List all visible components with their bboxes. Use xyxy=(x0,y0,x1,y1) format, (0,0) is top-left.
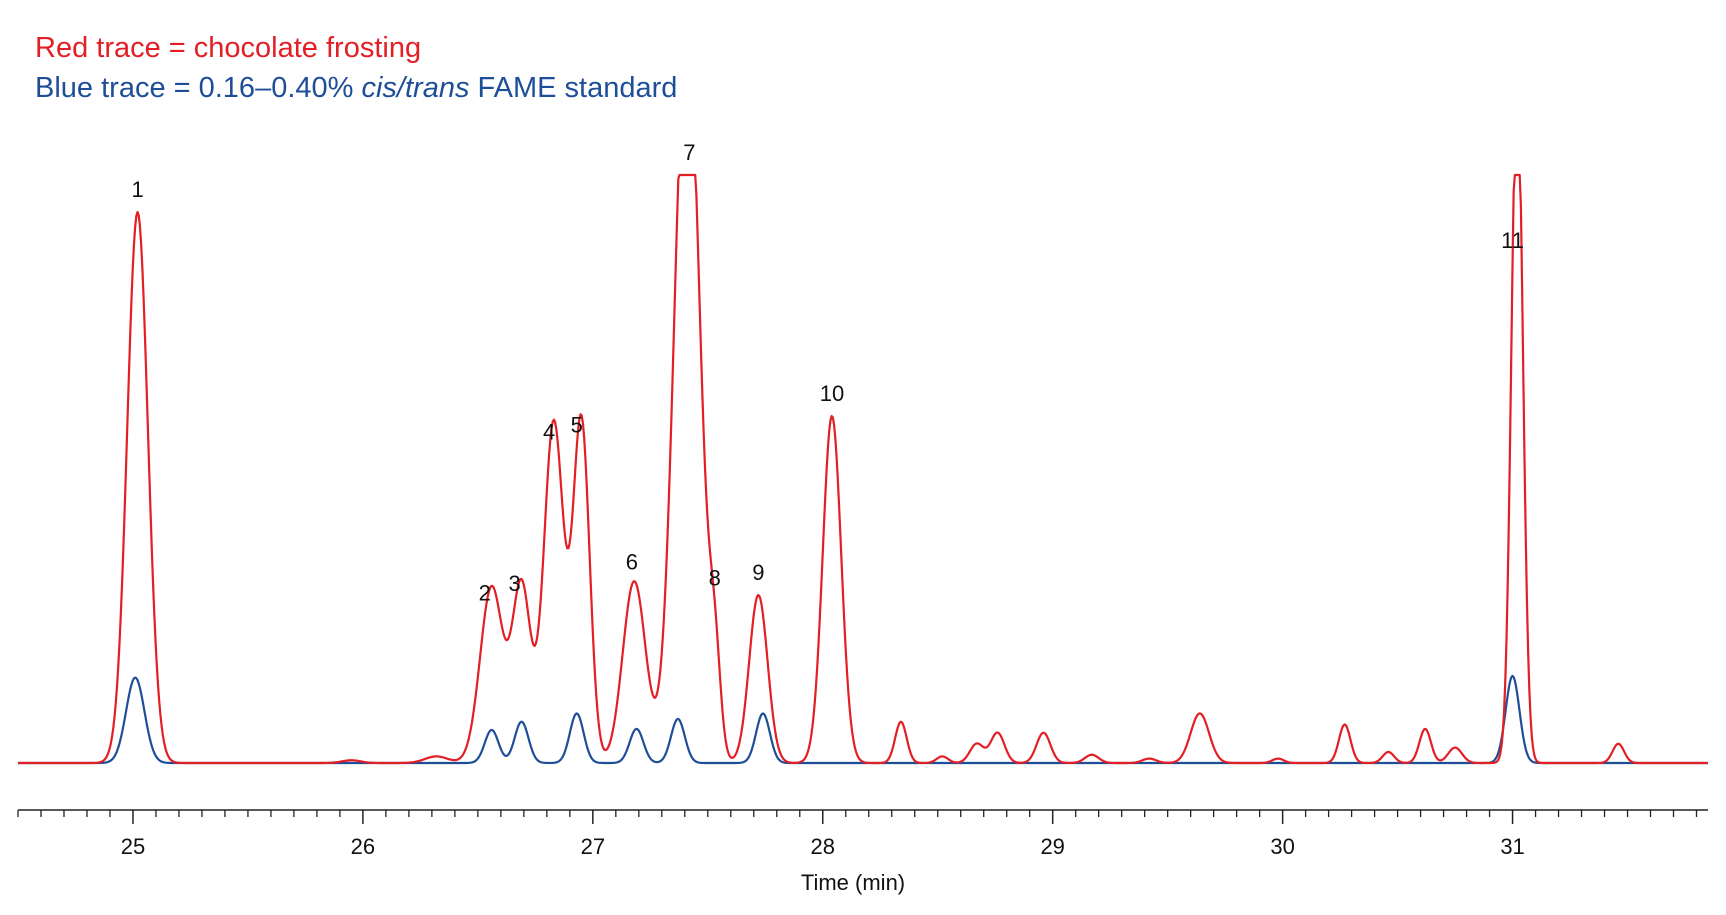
x-tick-label: 26 xyxy=(351,834,375,859)
peak-label: 11 xyxy=(1501,228,1524,253)
x-tick-label: 27 xyxy=(581,834,605,859)
legend-red-trace: Red trace = chocolate frosting xyxy=(35,32,422,64)
peak-label: 1 xyxy=(131,177,143,202)
series-group xyxy=(18,173,1708,765)
x-axis-tick-labels: 25 26 27 28 29 30 31 xyxy=(121,834,1525,859)
legend-blue-trace: Blue trace = 0.16–0.40% cis/trans FAME s… xyxy=(35,68,677,108)
peak-label: 7 xyxy=(683,140,695,165)
series-red-trace xyxy=(18,173,1708,765)
legend-blue-italic: cis/trans xyxy=(361,72,470,104)
peak-label: 2 xyxy=(479,581,491,606)
peak-label: 3 xyxy=(509,571,521,596)
peak-label: 6 xyxy=(626,550,638,575)
chart-legend: Red trace = chocolate frosting Blue trac… xyxy=(35,28,677,108)
legend-blue-prefix: Blue trace = 0.16–0.40% xyxy=(35,72,362,104)
x-axis-minor-ticks xyxy=(17,810,1698,817)
x-tick-label: 29 xyxy=(1040,834,1064,859)
x-tick-label: 25 xyxy=(121,834,145,859)
peak-label: 5 xyxy=(571,412,583,437)
series-blue-trace xyxy=(18,674,1708,765)
x-axis-major-ticks xyxy=(132,810,1514,824)
x-tick-label: 30 xyxy=(1270,834,1294,859)
peak-label: 4 xyxy=(543,419,555,444)
x-tick-label: 31 xyxy=(1500,834,1524,859)
legend-blue-suffix: FAME standard xyxy=(469,72,678,104)
peak-label: 9 xyxy=(752,560,764,585)
x-tick-label: 28 xyxy=(811,834,835,859)
x-axis-title: Time (min) xyxy=(801,870,905,895)
peak-label: 10 xyxy=(820,381,844,406)
peak-label: 8 xyxy=(709,565,721,590)
